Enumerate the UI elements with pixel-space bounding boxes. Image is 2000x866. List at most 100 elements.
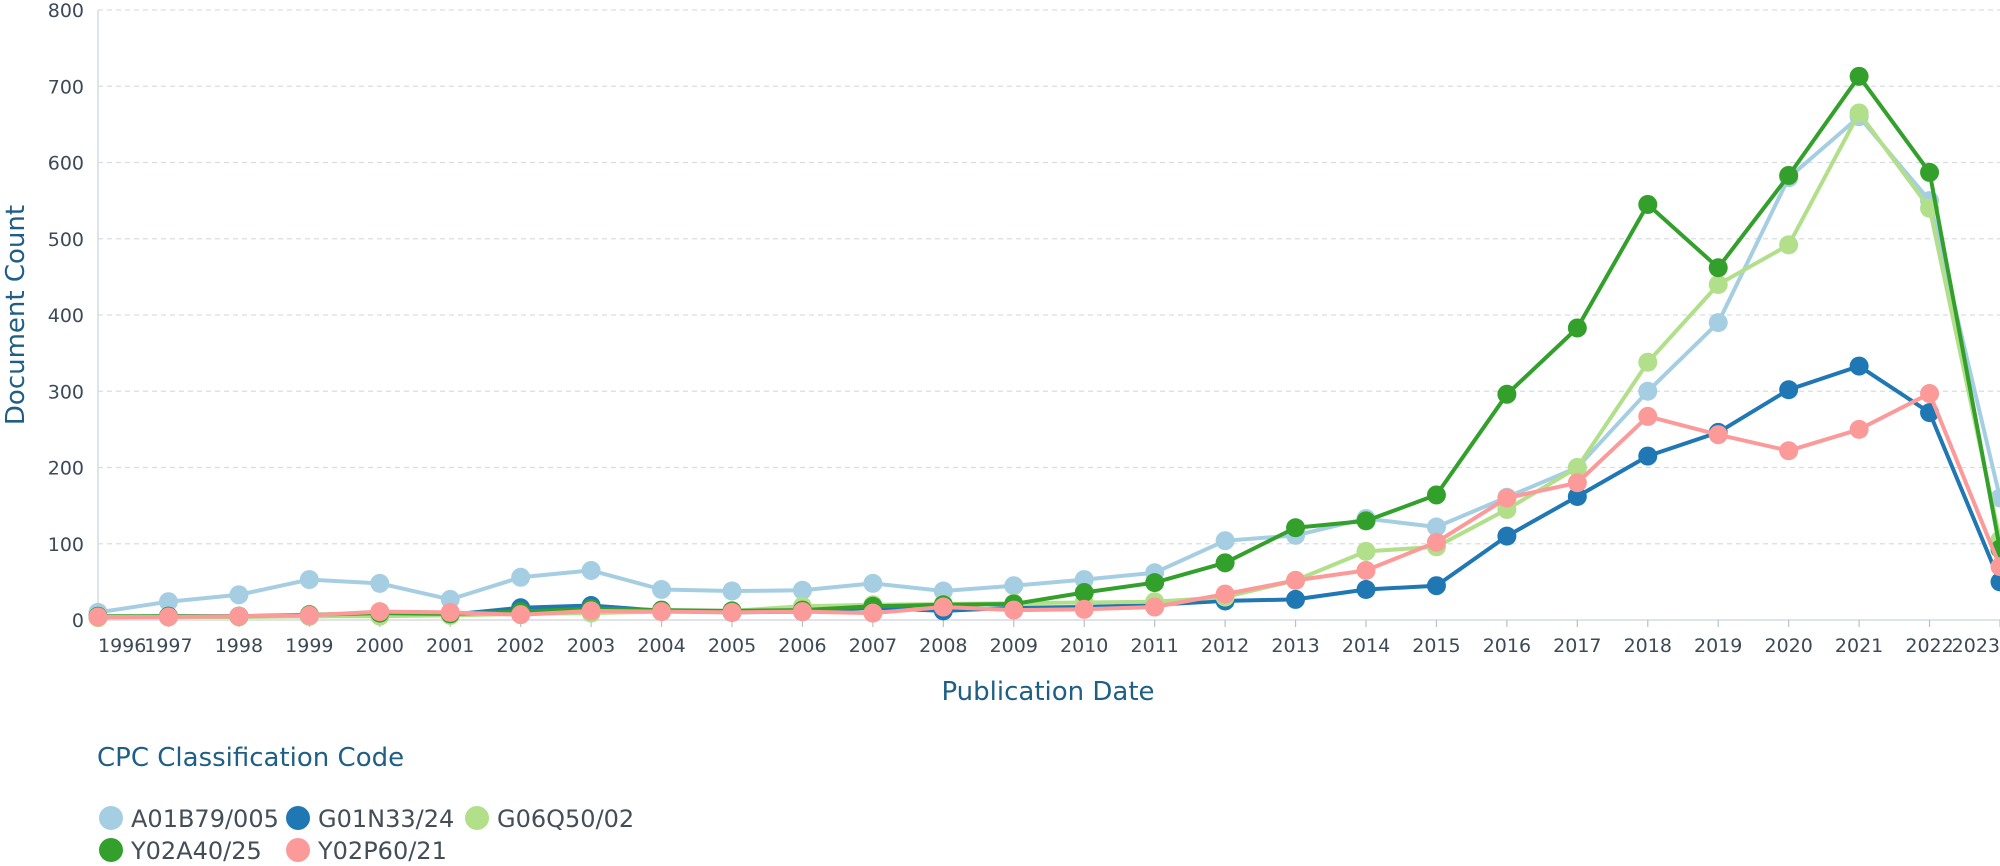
x-tick-label: 2000 bbox=[356, 635, 404, 657]
series-line bbox=[98, 76, 2000, 616]
y-tick-label: 100 bbox=[48, 534, 84, 556]
data-point bbox=[863, 574, 882, 593]
data-point bbox=[1075, 583, 1094, 602]
data-point bbox=[1286, 590, 1305, 609]
legend-marker bbox=[99, 838, 123, 862]
data-point bbox=[89, 607, 108, 626]
data-point bbox=[1779, 166, 1798, 185]
data-point bbox=[1427, 533, 1446, 552]
data-point bbox=[652, 602, 671, 621]
y-tick-label: 0 bbox=[72, 610, 84, 632]
data-point bbox=[300, 570, 319, 589]
x-tick-label: 2001 bbox=[426, 635, 474, 657]
x-tick-label: 2006 bbox=[778, 635, 826, 657]
y-tick-label: 600 bbox=[48, 153, 84, 175]
data-point bbox=[300, 606, 319, 625]
data-point bbox=[1638, 195, 1657, 214]
data-point bbox=[370, 602, 389, 621]
x-tick-label: 2014 bbox=[1342, 635, 1390, 657]
data-point bbox=[1850, 357, 1869, 376]
data-point bbox=[1357, 511, 1376, 530]
data-point bbox=[1709, 313, 1728, 332]
x-tick-label: 2008 bbox=[919, 635, 967, 657]
data-point bbox=[1357, 580, 1376, 599]
y-tick-label: 800 bbox=[48, 0, 84, 22]
data-point bbox=[652, 580, 671, 599]
x-tick-label: 2007 bbox=[849, 635, 897, 657]
data-point bbox=[1850, 420, 1869, 439]
x-tick-label: 2004 bbox=[637, 635, 685, 657]
data-point bbox=[582, 601, 601, 620]
data-point bbox=[229, 607, 248, 626]
data-point bbox=[1568, 473, 1587, 492]
series-a01b79-005 bbox=[89, 107, 2000, 622]
x-tick-label: 1998 bbox=[215, 635, 263, 657]
data-point bbox=[1779, 380, 1798, 399]
x-tick-label: 2018 bbox=[1624, 635, 1672, 657]
data-point bbox=[723, 603, 742, 622]
data-point bbox=[793, 602, 812, 621]
series-g06q50-02 bbox=[89, 103, 2000, 627]
data-point bbox=[1638, 353, 1657, 372]
x-tick-label: 2023 bbox=[1952, 635, 2000, 657]
data-point bbox=[511, 605, 530, 624]
series-line bbox=[98, 113, 2000, 618]
x-tick-label: 2020 bbox=[1764, 635, 1812, 657]
legend-marker bbox=[286, 838, 310, 862]
legend-label: G06Q50/02 bbox=[497, 805, 634, 833]
data-point bbox=[1286, 518, 1305, 537]
legend-label: A01B79/005 bbox=[131, 805, 279, 833]
data-point bbox=[934, 598, 953, 617]
data-point bbox=[1850, 103, 1869, 122]
y-tick-label: 400 bbox=[48, 305, 84, 327]
data-point bbox=[1357, 542, 1376, 561]
x-tick-label: 1999 bbox=[285, 635, 333, 657]
y-tick-labels: 0100200300400500600700800 bbox=[48, 0, 84, 632]
x-tick-label: 2002 bbox=[496, 635, 544, 657]
series-line bbox=[98, 117, 2000, 613]
data-point bbox=[1709, 258, 1728, 277]
data-point bbox=[1145, 573, 1164, 592]
x-tick-label: 2012 bbox=[1201, 635, 1249, 657]
legend-label: Y02A40/25 bbox=[130, 837, 262, 865]
x-tick-label: 2016 bbox=[1483, 635, 1531, 657]
y-axis-title: Document Count bbox=[1, 205, 31, 425]
x-tick-label: 1997 bbox=[144, 635, 192, 657]
data-point bbox=[1709, 275, 1728, 294]
data-point bbox=[370, 574, 389, 593]
x-axis-title: Publication Date bbox=[941, 677, 1154, 707]
data-point bbox=[1779, 441, 1798, 460]
y-tick-label: 200 bbox=[48, 458, 84, 480]
data-point bbox=[1004, 601, 1023, 620]
data-point bbox=[511, 568, 530, 587]
data-point bbox=[441, 603, 460, 622]
data-point bbox=[1216, 531, 1235, 550]
legend-marker bbox=[286, 806, 310, 830]
legend-marker bbox=[99, 806, 123, 830]
x-tick-label: 2015 bbox=[1412, 635, 1460, 657]
data-point bbox=[582, 561, 601, 580]
data-point bbox=[159, 607, 178, 626]
x-tick-label: 2021 bbox=[1835, 635, 1883, 657]
legend: A01B79/005 G01N33/24 G06Q50/02 Y02A40/25 Y02… bbox=[99, 805, 634, 865]
x-tick-labels: 1996199719981999200020012002200320042005… bbox=[98, 620, 2000, 657]
legend-marker bbox=[465, 806, 489, 830]
data-point bbox=[1709, 425, 1728, 444]
legend-label: G01N33/24 bbox=[318, 805, 454, 833]
y-tick-label: 700 bbox=[48, 76, 84, 98]
data-point bbox=[1145, 598, 1164, 617]
x-tick-label: 2013 bbox=[1271, 635, 1319, 657]
data-point bbox=[229, 585, 248, 604]
x-tick-label: 2010 bbox=[1060, 635, 1108, 657]
data-point bbox=[1920, 384, 1939, 403]
data-point bbox=[1286, 571, 1305, 590]
x-tick-label: 2017 bbox=[1553, 635, 1601, 657]
data-point bbox=[1920, 163, 1939, 182]
data-point bbox=[1638, 382, 1657, 401]
legend-label: Y02P60/21 bbox=[317, 837, 447, 865]
data-point bbox=[1638, 407, 1657, 426]
data-point bbox=[863, 604, 882, 623]
x-tick-label: 2003 bbox=[567, 635, 615, 657]
data-point bbox=[1427, 576, 1446, 595]
